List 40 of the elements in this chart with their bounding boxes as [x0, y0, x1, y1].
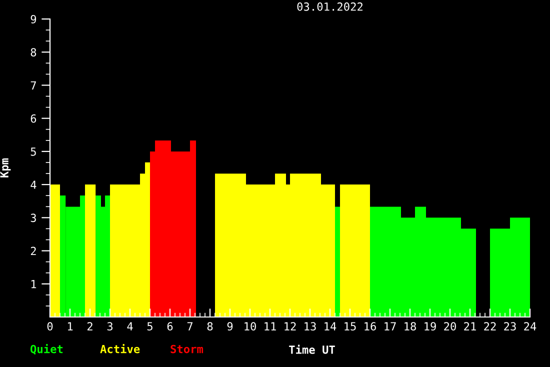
x-tick-label: 24: [524, 322, 536, 330]
x-tick-label: 10: [244, 322, 256, 331]
x-tick-label: 2: [87, 322, 92, 330]
x-tick-label: 19: [424, 322, 436, 331]
x-tick-label: 15: [344, 322, 356, 331]
x-tick-label: 21: [464, 322, 476, 330]
x-tick-label: 13: [304, 322, 316, 331]
y-tick-label: 6: [30, 114, 36, 123]
x-axis-title: Time UT: [289, 344, 335, 354]
x-tick-label: 0: [47, 322, 53, 331]
y-tick-label: 1: [31, 280, 36, 288]
y-tick-label: 9: [30, 15, 36, 24]
y-tick-label: 8: [30, 48, 36, 57]
text: Storm: [170, 344, 204, 354]
x-tick-label: 16: [364, 322, 376, 331]
x-tick-label: 22: [484, 322, 496, 330]
x-tick-label: 23: [504, 322, 516, 331]
x-tick-label: 1: [68, 322, 73, 330]
x-tick-label: 3: [107, 322, 113, 331]
x-tick-label: 11: [264, 322, 276, 330]
x-tick-label: 20: [444, 322, 456, 331]
x-tick-label: 4: [127, 322, 133, 330]
text: Active: [100, 344, 140, 354]
x-tick-label: 14: [324, 322, 336, 330]
x-tick-label: 17: [384, 322, 396, 330]
x-tick-label: 18: [404, 322, 416, 331]
y-tick-label: 4: [30, 180, 36, 189]
x-tick-label: 6: [167, 322, 173, 331]
y-tick-label: 2: [30, 246, 36, 256]
y-axis-title: Kpm: [0, 158, 11, 178]
y-tick-label: 3: [30, 214, 36, 222]
x-tick-label: 7: [187, 322, 193, 330]
chart-title: 03.01.2022: [297, 2, 363, 11]
x-tick-label: 12: [284, 322, 296, 330]
x-tick-label: 8: [207, 322, 213, 331]
y-tick-label: 5: [30, 148, 36, 156]
y-tick-label: 7: [30, 81, 36, 90]
x-tick-label: 5: [147, 322, 152, 331]
x-tick-label: 9: [227, 322, 233, 331]
text: Quiet: [30, 344, 63, 355]
